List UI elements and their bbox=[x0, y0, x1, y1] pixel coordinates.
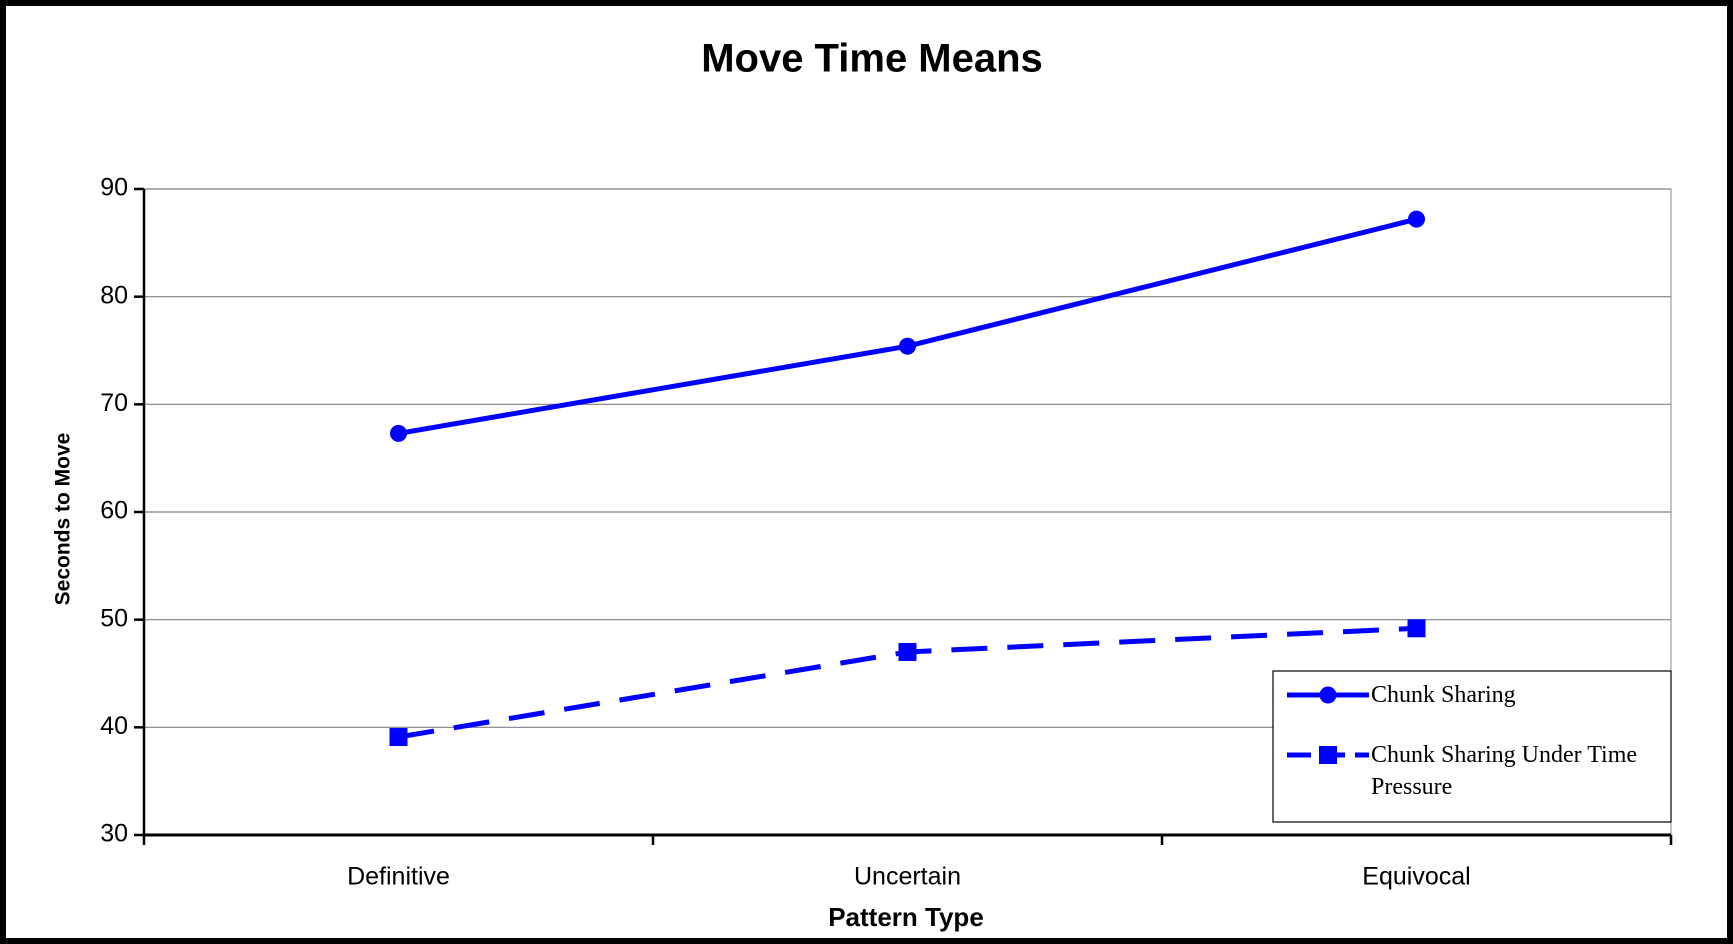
x-axis-title: Pattern Type bbox=[828, 902, 984, 932]
marker bbox=[1408, 210, 1425, 228]
legend-entry: Chunk Sharing Under Time Pressure bbox=[1371, 742, 1638, 800]
x-tick-label: Equivocal bbox=[1362, 863, 1470, 891]
marker bbox=[1319, 746, 1337, 764]
marker bbox=[898, 642, 917, 661]
marker bbox=[899, 337, 916, 355]
y-tick-label: 30 bbox=[100, 820, 128, 848]
y-tick-label: 70 bbox=[100, 389, 128, 417]
x-tick-label: Definitive bbox=[347, 863, 450, 891]
y-tick-label: 60 bbox=[100, 497, 128, 525]
legend-entry: Chunk Sharing bbox=[1371, 682, 1516, 708]
marker bbox=[1407, 619, 1426, 638]
chart-title: Move Time Means bbox=[701, 37, 1043, 81]
legend-label: Chunk Sharing Under Time Pressure bbox=[1371, 742, 1638, 800]
marker bbox=[389, 728, 408, 747]
marker bbox=[390, 424, 407, 442]
y-tick-label: 50 bbox=[100, 604, 128, 632]
y-tick-label: 40 bbox=[100, 712, 128, 740]
y-tick-label: 80 bbox=[100, 281, 128, 309]
legend-label: Chunk Sharing bbox=[1371, 682, 1516, 708]
y-axis-title: Seconds to Move bbox=[52, 433, 75, 606]
y-tick-label: 90 bbox=[100, 174, 128, 202]
x-tick-label: Uncertain bbox=[854, 863, 961, 891]
marker bbox=[1319, 686, 1337, 704]
